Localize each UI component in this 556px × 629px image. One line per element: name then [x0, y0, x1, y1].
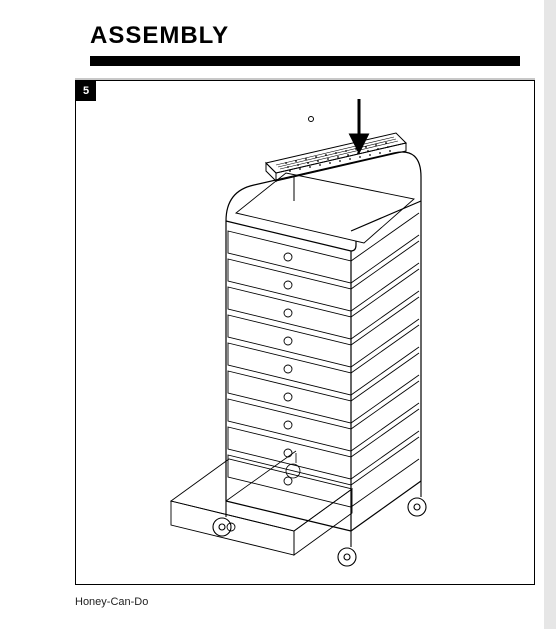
top-tray — [266, 133, 406, 181]
header-rule — [90, 56, 520, 66]
footer-brand: Honey-Can-Do — [75, 596, 148, 608]
drawer-stack — [171, 213, 419, 555]
drawer-extended — [171, 459, 352, 555]
marker-icon — [309, 117, 314, 122]
page-title: ASSEMBLY — [90, 22, 229, 50]
page-edge-shadow — [544, 0, 556, 629]
cart-frame — [226, 152, 421, 531]
assembly-illustration — [76, 81, 536, 586]
step-panel: 5 — [75, 80, 535, 585]
casters — [213, 453, 426, 566]
instruction-page: ASSEMBLY 5 — [0, 0, 556, 629]
